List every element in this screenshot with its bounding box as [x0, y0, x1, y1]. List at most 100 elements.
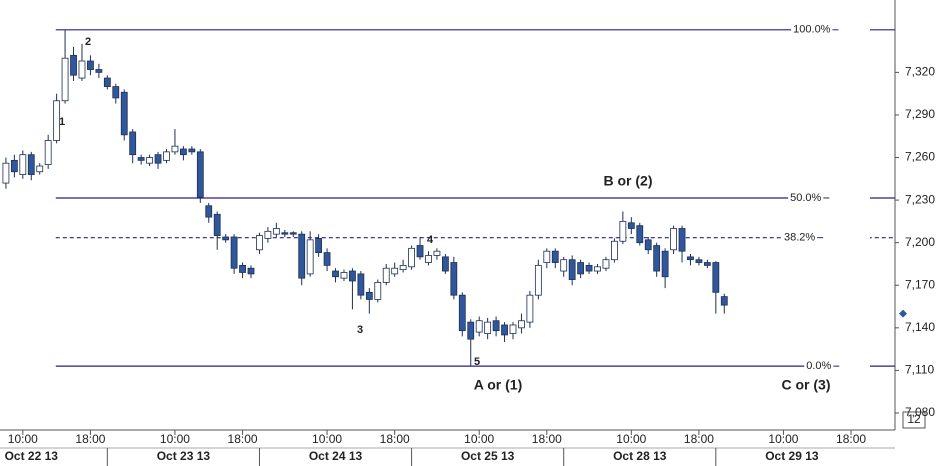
date-label: Oct 28 13 — [613, 449, 667, 463]
wave-label: C or (3) — [782, 377, 831, 393]
x-tick-label: 10:00 — [312, 432, 342, 446]
candle-body — [374, 282, 382, 300]
wave-label: 3 — [357, 324, 363, 336]
candle-body — [678, 228, 686, 252]
candle-body — [2, 162, 10, 184]
fib-percent-label: 0.0% — [806, 360, 831, 372]
candle-body — [19, 154, 27, 175]
candle-body — [120, 91, 128, 136]
candle-body — [543, 250, 551, 263]
candle-body — [171, 145, 179, 153]
fib-percent-label: 50.0% — [790, 192, 821, 204]
candle-body — [644, 239, 652, 251]
candle-body — [306, 239, 314, 275]
candle-body — [78, 60, 86, 79]
candle-body — [720, 296, 728, 306]
candle-body — [188, 148, 196, 153]
candle-body — [44, 140, 52, 166]
candle-body — [137, 157, 145, 161]
x-tick-label: 10:00 — [8, 432, 38, 446]
x-tick-label: 18:00 — [228, 432, 258, 446]
x-tick-label: 18:00 — [836, 432, 866, 446]
candle-body — [289, 232, 297, 235]
y-tick-label: 7,200 — [905, 235, 935, 249]
candle-body — [36, 165, 44, 173]
y-tick-label: 7,320 — [905, 65, 935, 79]
y-tick-label: 7,170 — [905, 277, 935, 291]
wave-label: 4 — [427, 234, 434, 246]
candle-body — [568, 259, 576, 280]
candle-body — [619, 220, 627, 242]
candle-body — [129, 131, 137, 156]
candle-body — [61, 57, 69, 102]
candle-body — [264, 230, 272, 239]
candle-body — [256, 235, 263, 251]
candle-body — [534, 264, 542, 296]
candle-body — [551, 250, 559, 263]
candle-body — [399, 264, 407, 271]
candle-body — [340, 272, 348, 279]
candle-body — [509, 324, 517, 334]
wave-label: 2 — [85, 36, 91, 48]
candle-body — [687, 256, 694, 261]
y-tick-label: 7,110 — [905, 363, 934, 377]
candle-body — [670, 228, 677, 251]
candle-body — [627, 222, 635, 229]
candle-body — [10, 159, 18, 173]
fib-percent-label: 38.2% — [784, 232, 815, 244]
candle-body — [501, 324, 508, 336]
candle-body — [70, 54, 77, 76]
candle-body — [636, 225, 644, 244]
y-tick-label: 7,140 — [905, 320, 935, 334]
x-tick-label: 18:00 — [532, 432, 562, 446]
last-price-marker — [899, 309, 907, 318]
candle-body — [695, 259, 703, 263]
x-tick-label: 18:00 — [75, 432, 105, 446]
wave-label: A or (1) — [474, 377, 522, 393]
candle-body — [315, 238, 323, 254]
candle-body — [103, 77, 111, 87]
candle-body — [357, 273, 365, 296]
candle-body — [205, 205, 213, 218]
candle-body — [382, 267, 390, 283]
candle-body — [213, 213, 221, 236]
candle-body — [475, 320, 483, 333]
candle-body — [653, 245, 661, 272]
candle-body — [703, 262, 711, 266]
date-label: Oct 22 13 — [5, 449, 59, 463]
candle-body — [179, 148, 187, 156]
date-label: Oct 29 13 — [765, 449, 819, 463]
candle-body — [323, 252, 331, 266]
candle-body — [518, 320, 525, 329]
candle-body — [611, 240, 618, 261]
candle-body — [492, 320, 500, 332]
candle-body — [298, 233, 306, 279]
candle-body — [526, 294, 534, 323]
candle-body — [391, 267, 399, 275]
candle-body — [602, 259, 610, 269]
candle-body — [95, 69, 103, 73]
candle-body — [332, 270, 339, 278]
y-tick-label: 7,260 — [905, 150, 935, 164]
candle-body — [163, 151, 170, 161]
candle-body — [441, 256, 449, 272]
candle-body — [484, 321, 492, 334]
x-tick-label: 18:00 — [684, 432, 714, 446]
corner-label: 12 — [907, 412, 921, 426]
fib-label-bg — [791, 22, 870, 37]
candle-body — [365, 291, 373, 300]
date-label: Oct 23 13 — [157, 449, 211, 463]
date-label: Oct 25 13 — [461, 449, 515, 463]
candle-body — [230, 236, 238, 269]
candle-body — [458, 294, 466, 332]
x-tick-label: 10:00 — [768, 432, 798, 446]
candle-body — [87, 60, 94, 70]
date-label: Oct 24 13 — [309, 449, 363, 463]
candle-body — [467, 321, 475, 340]
candle-body — [408, 247, 415, 268]
candle-body — [560, 259, 568, 272]
candle-body — [146, 157, 153, 164]
fib-label-bg — [781, 230, 870, 245]
